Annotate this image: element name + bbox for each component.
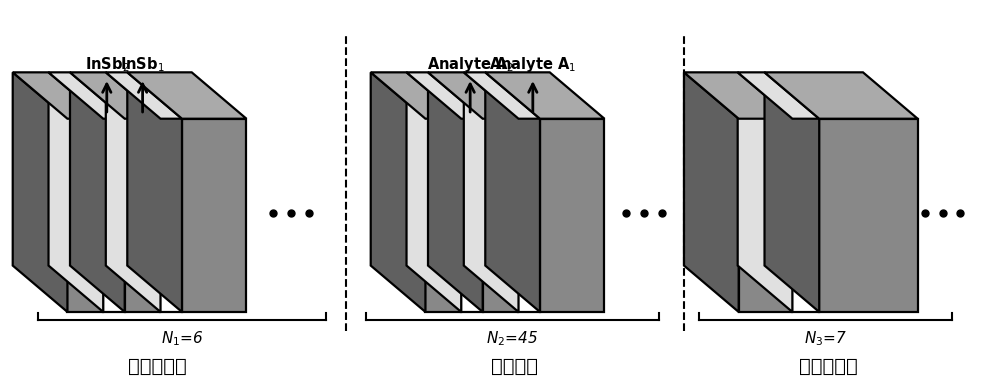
Text: Analyte A$_1$: Analyte A$_1$ xyxy=(489,55,576,74)
Text: InSb$_2$: InSb$_2$ xyxy=(85,56,129,74)
Text: InSb$_1$: InSb$_1$ xyxy=(120,56,165,74)
Polygon shape xyxy=(49,73,125,119)
Polygon shape xyxy=(738,73,819,119)
Polygon shape xyxy=(127,73,246,119)
Text: $N_2$=45: $N_2$=45 xyxy=(486,329,538,348)
Text: 主体结构: 主体结构 xyxy=(491,357,538,376)
Polygon shape xyxy=(684,73,739,312)
Polygon shape xyxy=(792,119,819,312)
Polygon shape xyxy=(461,119,483,312)
Polygon shape xyxy=(106,73,182,119)
Polygon shape xyxy=(485,73,540,312)
Polygon shape xyxy=(70,73,160,119)
Polygon shape xyxy=(485,73,604,119)
Polygon shape xyxy=(407,73,483,119)
Polygon shape xyxy=(819,119,918,312)
Polygon shape xyxy=(738,73,792,312)
Polygon shape xyxy=(371,73,461,119)
Polygon shape xyxy=(49,73,103,312)
Text: $N_3$=7: $N_3$=7 xyxy=(804,329,847,348)
Polygon shape xyxy=(483,119,518,312)
Polygon shape xyxy=(464,73,540,119)
Polygon shape xyxy=(684,73,792,119)
Polygon shape xyxy=(13,73,67,312)
Polygon shape xyxy=(13,73,103,119)
Polygon shape xyxy=(428,73,483,312)
Polygon shape xyxy=(106,73,160,312)
Polygon shape xyxy=(160,119,182,312)
Polygon shape xyxy=(739,119,792,312)
Polygon shape xyxy=(125,119,160,312)
Text: $N_1$=6: $N_1$=6 xyxy=(161,329,203,348)
Polygon shape xyxy=(540,119,604,312)
Polygon shape xyxy=(70,73,125,312)
Polygon shape xyxy=(765,73,819,312)
Text: 抗反射涂层: 抗反射涂层 xyxy=(128,357,186,376)
Polygon shape xyxy=(371,73,425,312)
Polygon shape xyxy=(407,73,461,312)
Polygon shape xyxy=(425,119,461,312)
Polygon shape xyxy=(464,73,518,312)
Polygon shape xyxy=(127,73,182,312)
Polygon shape xyxy=(103,119,125,312)
Polygon shape xyxy=(428,73,518,119)
Polygon shape xyxy=(765,73,918,119)
Polygon shape xyxy=(182,119,246,312)
Polygon shape xyxy=(518,119,540,312)
Text: Analyte A$_2$: Analyte A$_2$ xyxy=(427,55,514,74)
Text: 抗反射涂层: 抗反射涂层 xyxy=(799,357,858,376)
Polygon shape xyxy=(67,119,103,312)
